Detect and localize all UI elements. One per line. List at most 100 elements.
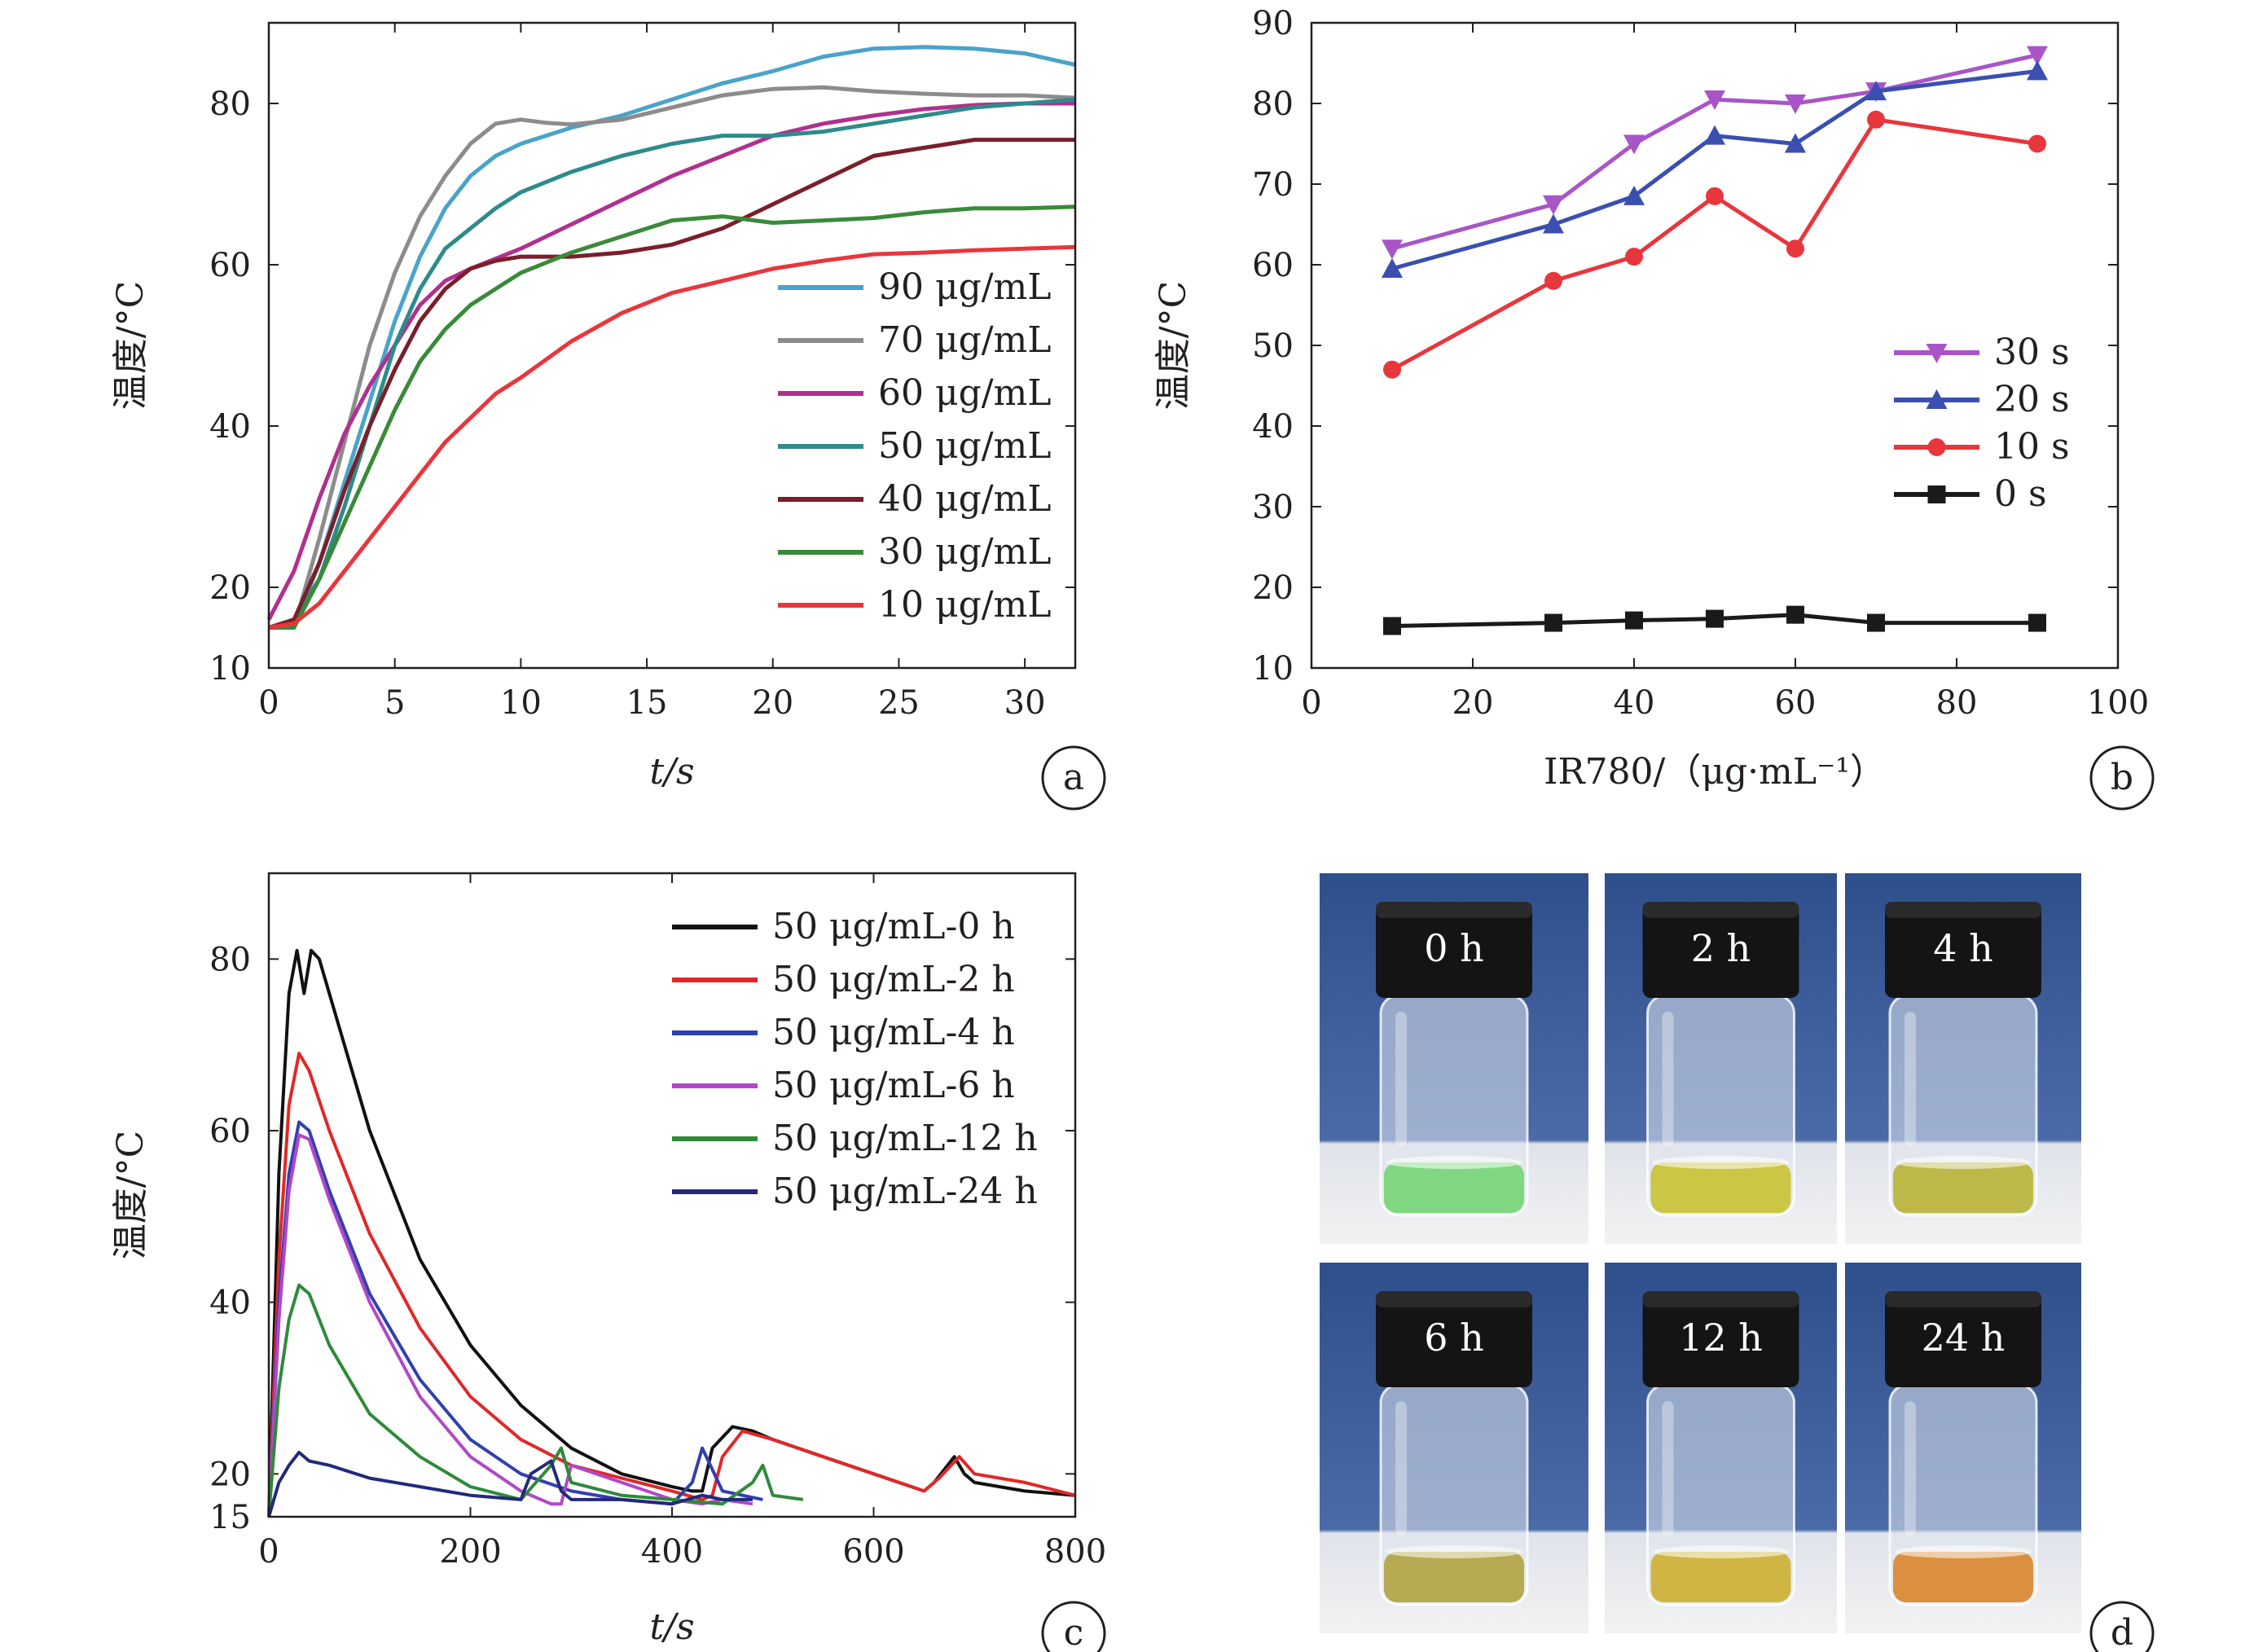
vial-photo-5: 24 h: [1845, 1263, 2081, 1633]
vial-highlight: [1662, 1012, 1674, 1146]
chart-panel-b: 0 20 40 60 80 100 10 20 30 40 50 60 70 80 90 IR780/（μg·…: [1153, 5, 2155, 811]
plot-frame: [267, 21, 1077, 670]
y-tick-label: 80: [209, 941, 251, 978]
data-point: [1623, 134, 1645, 155]
series-line-0: [269, 45, 1076, 630]
data-point: [1706, 609, 1724, 628]
panel-label-circle: [2089, 745, 2155, 811]
x-axis-label: t/s: [649, 1606, 694, 1648]
legend-marker: [1926, 389, 1948, 409]
chart-panel-c: 0 200 400 600 800 15 20 40 60 80 t/s 温度/°C 50 μg/mL-…: [110, 872, 1106, 1652]
series-line-4: [268, 138, 1075, 630]
x-tick-label: 400: [641, 1533, 703, 1571]
x-tick-label: 5: [384, 684, 405, 722]
vial-photo-1: 2 h: [1605, 873, 1837, 1244]
x-tick-label: 15: [626, 684, 668, 722]
y-tick-label: 20: [1252, 569, 1294, 607]
data-point: [2028, 134, 2046, 153]
series-line-6: [268, 244, 1076, 630]
legend-marker: [1927, 438, 1946, 456]
data-point: [1785, 94, 1806, 114]
data-point: [1382, 257, 1403, 278]
legend-label: 10 s: [1994, 426, 2070, 468]
legend-label: 0 s: [1994, 473, 2047, 515]
vial-liquid: [1650, 1162, 1791, 1213]
vial-photo-4: 12 h: [1605, 1263, 1837, 1633]
panel-label-circle: [2089, 1601, 2155, 1652]
vial-photo-0: 0 h: [1320, 873, 1588, 1244]
data-point: [1865, 81, 1887, 101]
series-line-3: [268, 97, 1076, 630]
panel-label-circle: [1041, 1601, 1106, 1652]
y-tick-label: 20: [209, 1456, 251, 1493]
vial-liquid: [1384, 1162, 1524, 1213]
legend-label: 30 s: [1994, 332, 2070, 373]
legend-label: 20 s: [1994, 379, 2070, 420]
x-tick-label: 60: [1775, 684, 1817, 722]
legend-label: 60 μg/mL: [878, 372, 1052, 414]
x-tick-label: 40: [1614, 684, 1655, 722]
vial-cap: [1885, 902, 2041, 998]
vial-time-label: 4 h: [1933, 926, 1993, 970]
vial-time-label: 12 h: [1679, 1316, 1763, 1360]
data-point: [1543, 195, 1564, 215]
legend-label: 10 μg/mL: [878, 584, 1052, 626]
data-point: [1704, 125, 1725, 145]
panel-label: b: [2111, 757, 2133, 798]
panel-label: a: [1063, 757, 1084, 798]
y-tick-label: 40: [209, 408, 251, 446]
data-point: [1867, 613, 1885, 632]
vial-liquid: [1384, 1552, 1524, 1602]
vial-photo-3: 6 h: [1320, 1263, 1588, 1633]
vial-time-label: 2 h: [1691, 926, 1751, 970]
legend-label: 50 μg/mL-4 h: [772, 1012, 1015, 1053]
y-axis-label: 温度/°C: [110, 1131, 152, 1260]
series-line-2: [267, 1120, 763, 1518]
x-tick-label: 0: [258, 684, 279, 722]
vial-cap: [1642, 902, 1799, 998]
y-tick-label: 10: [1252, 650, 1294, 688]
x-tick-label: 30: [1004, 684, 1046, 722]
x-tick-label: 100: [2087, 684, 2149, 722]
vial-liquid: [1893, 1552, 2033, 1602]
legend-label: 50 μg/mL-0 h: [772, 906, 1015, 947]
plot-frame: [267, 872, 1077, 1518]
x-tick-label: 80: [1936, 684, 1978, 722]
y-tick-label: 60: [209, 247, 251, 284]
x-tick-label: 20: [1452, 684, 1494, 722]
legend-label: 70 μg/mL: [878, 319, 1052, 361]
x-tick-label: 200: [439, 1533, 501, 1571]
data-point: [1625, 248, 1643, 266]
vial-cap: [1642, 1291, 1799, 1387]
series-line-1: [267, 1052, 1076, 1518]
vial-meniscus: [1895, 1156, 2032, 1169]
y-tick-label: 40: [1252, 408, 1294, 446]
series-line-5: [267, 1451, 753, 1518]
y-tick-label: 70: [1252, 166, 1294, 204]
series-line-2: [1390, 117, 2038, 371]
vial-highlight: [1395, 1401, 1407, 1536]
legend-label: 90 μg/mL: [878, 266, 1052, 308]
legend-label: 50 μg/mL-2 h: [772, 959, 1015, 1000]
series-line-5: [269, 204, 1076, 630]
vial-cap: [1885, 1291, 2041, 1387]
x-axis-label: t/s: [649, 751, 694, 793]
series-line-4: [267, 1283, 804, 1518]
x-tick-label: 25: [878, 684, 920, 722]
vial-meniscus: [1386, 1545, 1522, 1558]
data-point: [1704, 90, 1725, 111]
vial-highlight: [1905, 1401, 1916, 1536]
data-point: [2027, 46, 2048, 66]
vial-meniscus: [1652, 1156, 1790, 1169]
vial-highlight: [1905, 1012, 1916, 1146]
data-point: [1785, 133, 1806, 153]
x-tick-label: 20: [752, 684, 793, 722]
vial-meniscus: [1386, 1156, 1522, 1169]
y-axis-label: 温度/°C: [1153, 281, 1194, 411]
x-axis-label: IR780/（μg·mL⁻¹）: [1544, 751, 1886, 793]
y-tick-label: 10: [209, 650, 251, 688]
data-point: [1544, 613, 1562, 632]
y-tick-label: 80: [209, 86, 251, 123]
data-point: [1706, 187, 1724, 205]
series-line-1: [269, 85, 1076, 630]
